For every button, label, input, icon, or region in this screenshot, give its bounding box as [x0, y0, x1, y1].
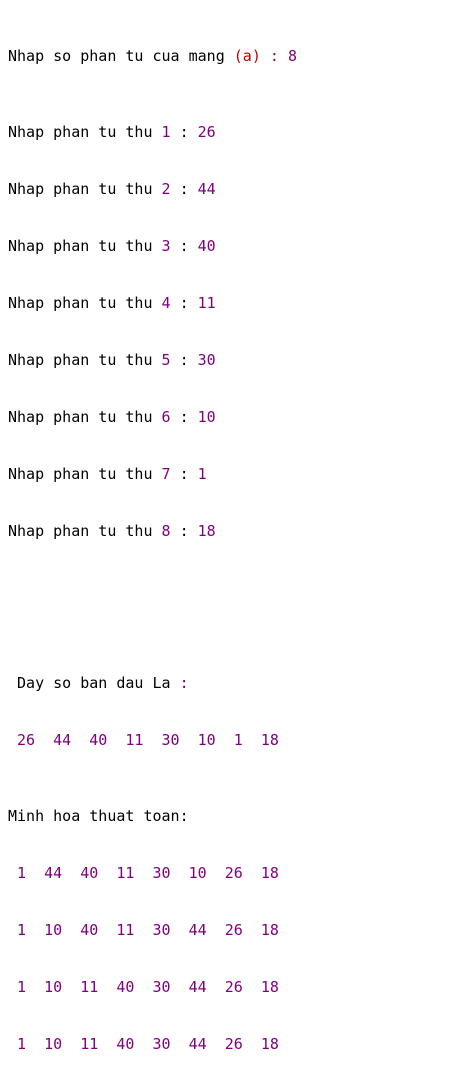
input-line: Nhap phan tu thu 1 : 26 — [8, 123, 297, 142]
input-label: Nhap phan tu thu — [8, 180, 162, 198]
original-values: 26 44 40 11 30 10 1 18 — [8, 731, 279, 749]
step-row: 1 10 11 40 30 44 26 18 — [8, 978, 279, 996]
input-value: 30 — [197, 351, 216, 369]
steps-label: Minh hoa thuat toan: — [8, 807, 189, 825]
input-label: Nhap phan tu thu — [8, 237, 162, 255]
input-sep: : — [170, 408, 198, 426]
input-label: Nhap phan tu thu — [8, 351, 162, 369]
step-row: 1 44 40 11 30 10 26 18 — [8, 864, 279, 882]
prompt-count-label: Nhap so phan tu cua mang — [8, 47, 225, 65]
input-index: 1 — [161, 123, 171, 141]
input-value: 1 — [197, 465, 207, 483]
input-sep: : — [170, 351, 198, 369]
input-value: 40 — [197, 237, 216, 255]
blank-line — [8, 598, 297, 617]
prompt-count-value: 8 — [287, 47, 297, 65]
input-line: Nhap phan tu thu 6 : 10 — [8, 408, 297, 427]
input-index: 2 — [161, 180, 171, 198]
input-line: Nhap phan tu thu 7 : 1 — [8, 465, 297, 484]
input-label: Nhap phan tu thu — [8, 465, 162, 483]
input-index: 4 — [161, 294, 171, 312]
input-index: 8 — [161, 522, 171, 540]
input-index: 7 — [161, 465, 171, 483]
input-label: Nhap phan tu thu — [8, 123, 162, 141]
input-line: Nhap phan tu thu 5 : 30 — [8, 351, 297, 370]
input-value: 11 — [197, 294, 216, 312]
input-value: 26 — [197, 123, 216, 141]
input-sep: : — [170, 522, 198, 540]
prompt-count-sep: : — [260, 47, 288, 65]
step-row: 1 10 11 40 30 44 26 18 — [8, 1035, 279, 1053]
input-value: 44 — [197, 180, 216, 198]
input-index: 5 — [161, 351, 171, 369]
original-label-line: Day so ban dau La : — [8, 674, 297, 693]
input-value: 18 — [197, 522, 216, 540]
input-value: 10 — [197, 408, 216, 426]
input-line: Nhap phan tu thu 3 : 40 — [8, 237, 297, 256]
input-sep: : — [170, 465, 198, 483]
input-line: Nhap phan tu thu 2 : 44 — [8, 180, 297, 199]
input-index: 3 — [161, 237, 171, 255]
input-sep: : — [170, 123, 198, 141]
original-colon: : — [170, 674, 189, 692]
original-label: Day so ban dau La — [8, 674, 171, 692]
input-label: Nhap phan tu thu — [8, 408, 162, 426]
input-line: Nhap phan tu thu 8 : 18 — [8, 522, 297, 541]
input-index: 6 — [161, 408, 171, 426]
input-label: Nhap phan tu thu — [8, 522, 162, 540]
prompt-count-paren: (a) — [233, 47, 261, 65]
input-sep: : — [170, 237, 198, 255]
input-line: Nhap phan tu thu 4 : 11 — [8, 294, 297, 313]
step-row: 1 10 40 11 30 44 26 18 — [8, 921, 279, 939]
input-sep: : — [170, 294, 198, 312]
prompt-count-line: Nhap so phan tu cua mang (a) : 8 — [8, 47, 297, 66]
input-label: Nhap phan tu thu — [8, 294, 162, 312]
console-output: Nhap so phan tu cua mang (a) : 8 Nhap ph… — [8, 9, 297, 1074]
input-sep: : — [170, 180, 198, 198]
